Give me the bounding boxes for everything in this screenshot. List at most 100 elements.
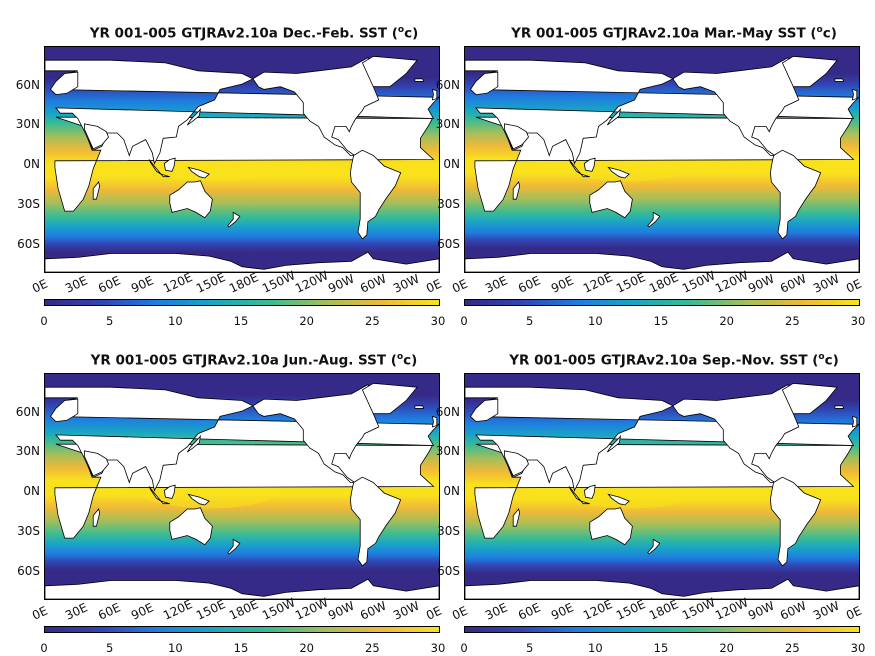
lat-label: 30S <box>437 196 460 211</box>
landmass <box>169 180 213 219</box>
landmass <box>769 476 822 567</box>
landmass <box>607 166 630 179</box>
colorbar <box>44 626 440 633</box>
colorbar-tick: 0 <box>460 641 468 655</box>
lat-label: 60N <box>435 77 460 92</box>
landmass <box>414 405 425 409</box>
sst-field <box>465 47 859 272</box>
title-unit: c) <box>824 352 839 369</box>
landmass <box>361 55 418 88</box>
landmass <box>92 181 101 200</box>
lon-label: 150E <box>194 597 228 623</box>
lon-label: 90W <box>325 271 357 296</box>
landmass <box>186 107 202 126</box>
lat-label: 0N <box>443 484 460 499</box>
landmass <box>512 508 521 527</box>
lon-label: 0E <box>424 276 444 296</box>
lon-label: 30E <box>482 273 510 296</box>
landmass <box>349 149 402 240</box>
lat-label: 30N <box>15 117 40 132</box>
lon-label: 180E <box>227 270 261 296</box>
lat-label: 0N <box>443 157 460 172</box>
landmass <box>84 450 109 477</box>
title-text: YR 001-005 GTJRAv2.10a Sep.-Nov. SST ( <box>509 352 819 369</box>
landmass <box>834 78 845 82</box>
lat-label: 30N <box>435 444 460 459</box>
lon-label: 30W <box>391 271 422 296</box>
title-degree: o <box>816 25 823 35</box>
landmass <box>781 382 838 415</box>
lon-label: 60W <box>358 271 389 296</box>
colorbar <box>464 299 860 306</box>
title-unit: c) <box>403 352 418 369</box>
landmass <box>589 507 633 546</box>
landmass <box>49 71 79 96</box>
lon-label: 60E <box>515 273 543 296</box>
landmass <box>45 59 439 165</box>
lon-label: 180E <box>227 597 261 623</box>
landmass <box>568 159 582 175</box>
colorbar-tick: 10 <box>588 314 603 328</box>
landmass <box>504 450 529 477</box>
lat-label: 60N <box>435 404 460 419</box>
lat-label: 60S <box>17 563 40 578</box>
colorbar-tick: 25 <box>785 641 800 655</box>
landmass <box>187 493 210 506</box>
sst-map <box>464 373 860 600</box>
lon-label: 60W <box>358 598 389 623</box>
lon-label: 90W <box>745 271 777 296</box>
map-title: YR 001-005 GTJRAv2.10a Sep.-Nov. SST (oc… <box>464 352 875 369</box>
title-text: YR 001-005 GTJRAv2.10a Mar.-May SST ( <box>511 25 817 42</box>
lon-label: 120E <box>161 597 195 623</box>
title-unit: c) <box>404 25 419 42</box>
colorbar-tick: 5 <box>525 641 534 655</box>
landmass <box>579 173 590 178</box>
landmass <box>579 500 590 505</box>
colorbar-tick: 20 <box>719 641 734 655</box>
sst-field <box>45 374 439 599</box>
lat-label: 30N <box>435 117 460 132</box>
lat-label: 60S <box>437 563 460 578</box>
landmass <box>361 382 418 415</box>
colorbar-tick: 10 <box>168 641 183 655</box>
landmass <box>159 173 170 178</box>
landmass <box>834 405 845 409</box>
landmass <box>45 578 439 599</box>
map-title: YR 001-005 GTJRAv2.10a Jun.-Aug. SST (oc… <box>44 352 464 369</box>
sst-map <box>44 46 440 273</box>
landmass <box>49 398 79 423</box>
lon-label: 30E <box>482 600 510 623</box>
landmass <box>163 157 176 172</box>
sst-map <box>44 373 440 600</box>
map-panel-son: YR 001-005 GTJRAv2.10a Sep.-Nov. SST (oc… <box>436 352 875 655</box>
colorbar-tick: 30 <box>430 641 446 655</box>
lon-label: 90E <box>128 273 156 296</box>
sst-field <box>465 374 859 599</box>
landmass <box>647 211 661 228</box>
lon-label: 60W <box>778 271 809 296</box>
landmass <box>159 500 170 505</box>
lon-label: 0E <box>30 276 50 296</box>
lon-label: 90E <box>548 273 576 296</box>
landmass <box>769 149 822 240</box>
lon-label: 90E <box>128 600 156 623</box>
landmass <box>583 157 596 172</box>
landmass <box>465 578 859 599</box>
title-text: YR 001-005 GTJRAv2.10a Jun.-Aug. SST ( <box>90 352 397 369</box>
colorbar-tick: 0 <box>40 641 48 655</box>
landmass <box>84 123 109 150</box>
lon-label: 30E <box>62 600 90 623</box>
sst-field <box>45 47 439 272</box>
lon-label: 30W <box>811 598 842 623</box>
lon-label: 90W <box>745 598 777 623</box>
lon-label: 120E <box>161 270 195 296</box>
landmass <box>647 538 661 555</box>
landmass <box>431 415 438 428</box>
landmass <box>227 211 241 228</box>
lon-label: 60W <box>778 598 809 623</box>
colorbar <box>464 626 860 633</box>
colorbar-tick: 10 <box>168 314 183 328</box>
lat-label: 60N <box>15 77 40 92</box>
lat-label: 30S <box>17 523 40 538</box>
colorbar <box>44 299 440 306</box>
